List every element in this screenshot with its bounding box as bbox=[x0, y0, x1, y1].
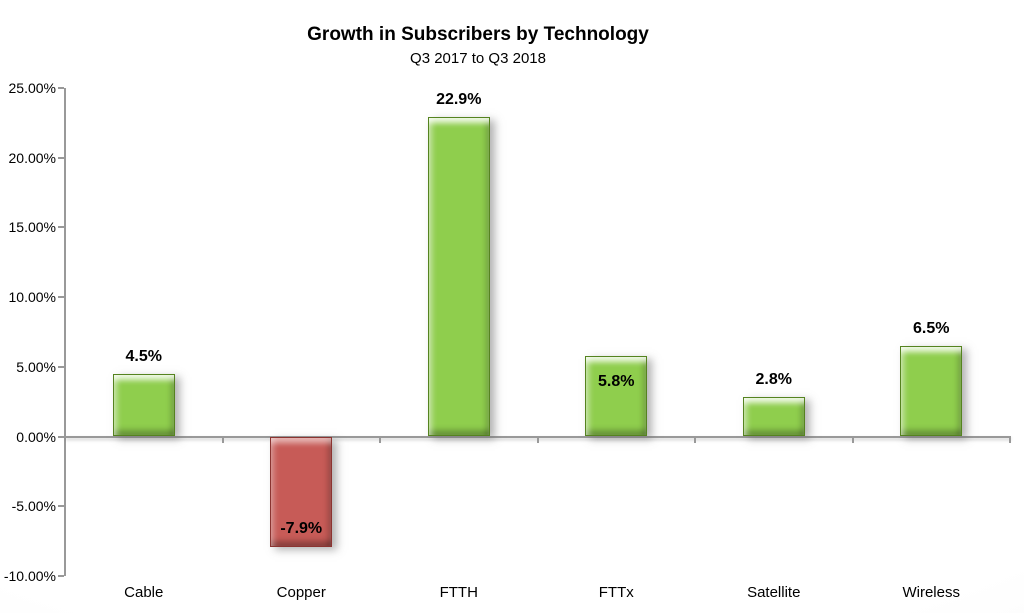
x-axis-tick bbox=[1009, 436, 1011, 443]
bar-wireless bbox=[900, 345, 963, 437]
bar-satellite bbox=[742, 397, 805, 437]
bar-value-label: 5.8% bbox=[598, 372, 635, 390]
bar-value-label: 6.5% bbox=[913, 319, 950, 337]
x-axis-category-label: FTTH bbox=[439, 584, 478, 601]
y-axis-tick bbox=[58, 156, 64, 159]
y-axis-tick-label: 0.00% bbox=[16, 428, 56, 445]
bar-value-label: 2.8% bbox=[755, 371, 792, 389]
y-axis-tick-label: 5.00% bbox=[16, 358, 56, 375]
y-axis-tick-label: -5.00% bbox=[11, 498, 56, 515]
x-axis-tick bbox=[221, 436, 224, 443]
y-axis-tick bbox=[58, 365, 64, 368]
x-axis-category-label: Wireless bbox=[902, 584, 960, 601]
x-axis-category-label: Copper bbox=[276, 584, 326, 601]
x-axis-category-label: Satellite bbox=[747, 584, 801, 601]
y-axis-tick-label: -10.00% bbox=[3, 567, 56, 584]
y-axis-tick-label: 20.00% bbox=[8, 149, 56, 166]
x-axis-category-label: Cable bbox=[124, 584, 164, 601]
x-axis-tick bbox=[851, 436, 854, 443]
y-axis-tick-label: 15.00% bbox=[8, 219, 56, 236]
y-axis-tick bbox=[58, 574, 64, 577]
y-axis-tick bbox=[58, 226, 64, 229]
chart-title: Growth in Subscribers by Technology bbox=[307, 24, 649, 45]
y-axis-tick bbox=[58, 435, 64, 438]
y-axis-line bbox=[64, 88, 66, 576]
y-axis-tick bbox=[58, 296, 64, 299]
bar-cable bbox=[112, 373, 175, 437]
y-axis-tick-label: 25.00% bbox=[8, 80, 56, 96]
bar-fttx bbox=[585, 355, 648, 437]
y-axis-tick bbox=[58, 87, 64, 89]
y-axis-tick-label: 10.00% bbox=[8, 289, 56, 306]
bar-value-label: 22.9% bbox=[436, 91, 482, 109]
x-axis-tick bbox=[694, 436, 696, 443]
bar-value-label: -7.9% bbox=[280, 519, 323, 537]
chart-subtitle: Q3 2017 to Q3 2018 bbox=[410, 50, 546, 67]
x-axis-tick bbox=[536, 436, 539, 443]
y-axis-tick bbox=[58, 505, 64, 508]
bar-value-label: 4.5% bbox=[125, 347, 162, 365]
x-axis-category-label: FTTx bbox=[598, 584, 634, 601]
bar-copper bbox=[270, 436, 333, 547]
bar-ftth bbox=[427, 117, 490, 437]
x-axis-tick bbox=[379, 436, 381, 443]
